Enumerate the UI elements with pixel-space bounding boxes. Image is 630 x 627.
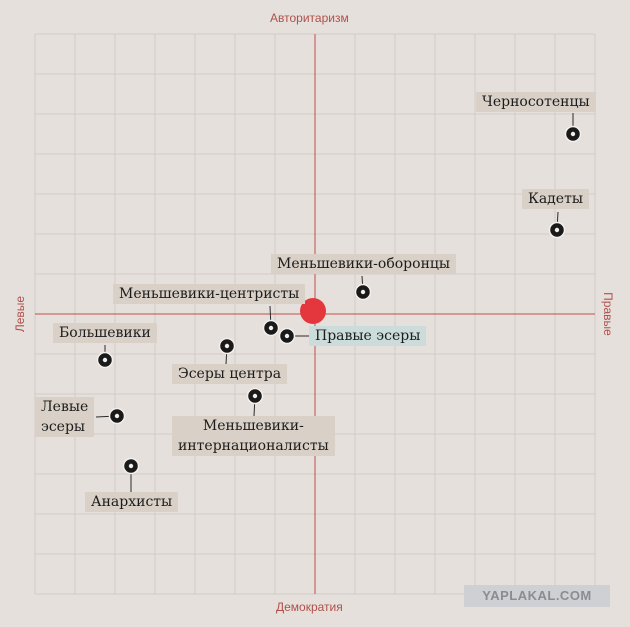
data-point <box>96 351 114 369</box>
axis-right-label: Правые <box>601 292 615 336</box>
data-point <box>218 337 236 355</box>
point-center-dot <box>102 357 108 363</box>
label-pravye-esery: Правые эсеры <box>309 326 427 346</box>
point-center-dot <box>224 343 230 349</box>
label-chernosotentsy: Черносотенцы <box>476 92 596 112</box>
label-mensheviki-internatsionalisty: Меньшевики- интернационалисты <box>172 416 335 456</box>
watermark: YAPLAKAL.COM <box>464 585 610 607</box>
point-center-dot <box>554 227 560 233</box>
point-center-dot <box>114 413 120 419</box>
point-center-dot <box>128 463 134 469</box>
points <box>96 125 582 475</box>
label-levye-esery: Левые эсеры <box>35 397 95 437</box>
point-center-dot <box>284 333 290 339</box>
data-point <box>108 407 126 425</box>
label-mensheviki-internatsionalisty-line2: интернационалисты <box>178 438 329 454</box>
label-mensheviki-internatsionalisty-line1: Меньшевики- <box>202 418 304 434</box>
label-mensheviki-tsentristy: Меньшевики-центристы <box>113 284 306 304</box>
axis-left-label: Левые <box>13 295 27 333</box>
axis-top-label: Авторитаризм <box>270 11 349 25</box>
data-point <box>262 319 280 337</box>
data-point <box>354 283 372 301</box>
label-bolsheviki: Большевики <box>53 323 157 343</box>
point-center-dot <box>252 393 258 399</box>
data-point <box>548 221 566 239</box>
label-esery-tsentra: Эсеры центра <box>172 364 288 384</box>
data-point <box>278 327 296 345</box>
point-center-dot <box>570 131 576 137</box>
label-levye-esery-line2: эсеры <box>41 419 86 435</box>
point-center-dot <box>360 289 366 295</box>
center-marker <box>300 298 326 324</box>
data-point <box>246 387 264 405</box>
label-kadety: Кадеты <box>522 189 589 209</box>
data-point <box>122 457 140 475</box>
label-anarkhisty: Анархисты <box>85 492 179 512</box>
label-levye-esery-line1: Левые <box>41 399 89 415</box>
data-point <box>564 125 582 143</box>
label-mensheviki-oborontsy: Меньшевики-оборонцы <box>271 254 457 274</box>
point-center-dot <box>268 325 274 331</box>
axis-bottom-label: Демократия <box>276 600 343 614</box>
